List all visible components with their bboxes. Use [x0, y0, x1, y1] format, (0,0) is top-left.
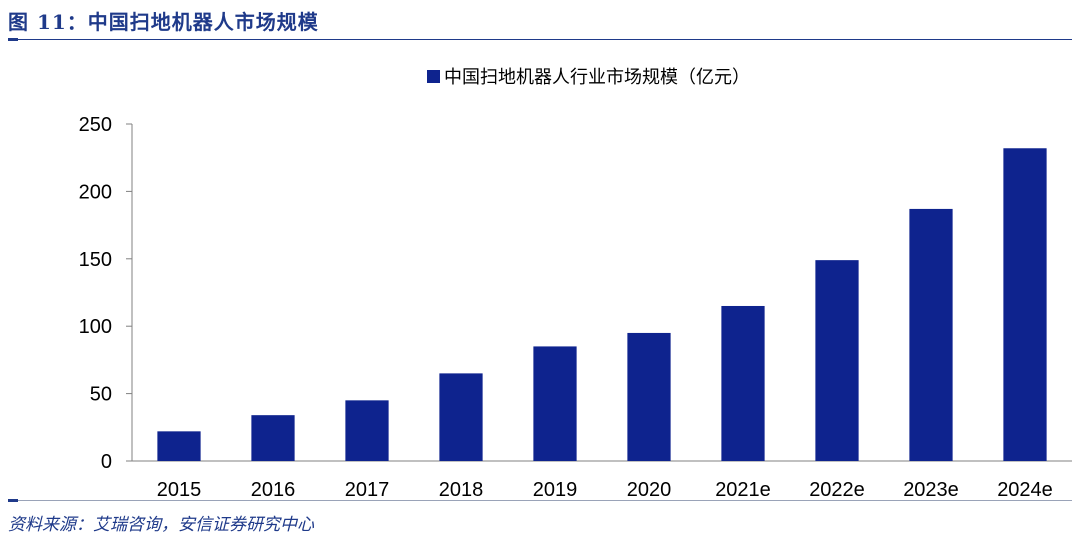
bar-2020 [627, 332, 671, 461]
bar-2019 [533, 346, 577, 461]
y-tick-label: 50 [90, 384, 112, 406]
source-note: 资料来源：艾瑞咨询，安信证券研究中心 [8, 515, 314, 535]
x-tick-label: 2024e [997, 479, 1053, 501]
x-tick-label: 2020 [627, 479, 672, 501]
source-divider [8, 500, 1072, 501]
figure-title: 图 11：中国扫地机器人市场规模 [8, 10, 319, 34]
bar-series [157, 148, 1047, 461]
bar-2015 [157, 431, 201, 461]
y-tick-label: 100 [79, 316, 112, 338]
bar-2024e [1003, 148, 1047, 461]
y-axis: 0 50 100 150 200 250 [79, 114, 133, 473]
y-tick-label: 250 [79, 114, 112, 136]
legend-swatch [427, 70, 440, 83]
source-divider-accent [8, 499, 18, 502]
x-tick-label: 2016 [251, 479, 296, 501]
x-tick-label: 2017 [345, 479, 390, 501]
x-tick-label: 2022e [809, 479, 865, 501]
y-tick-label: 0 [101, 451, 112, 473]
y-tick-label: 200 [79, 181, 112, 203]
bar-2022e [815, 260, 859, 461]
legend: 中国扫地机器人行业市场规模（亿元） [427, 67, 750, 88]
bar-2016 [251, 415, 295, 461]
x-tick-label: 2021e [715, 479, 771, 501]
x-tick-label: 2018 [439, 479, 484, 501]
x-tick-label: 2015 [157, 479, 202, 501]
title-divider-accent [8, 38, 18, 41]
legend-label: 中国扫地机器人行业市场规模（亿元） [444, 67, 750, 88]
y-tick-label: 150 [79, 249, 112, 271]
x-tick-label: 2019 [533, 479, 578, 501]
title-divider [8, 39, 1072, 40]
bar-2021e [721, 305, 765, 461]
x-tick-label: 2023e [903, 479, 959, 501]
x-axis: 2015 2016 2017 2018 2019 2020 2021e 2022e 2023e 2… [132, 460, 1072, 501]
bar-2018 [439, 373, 483, 461]
bar-2023e [909, 208, 953, 461]
bar-2017 [345, 400, 389, 461]
